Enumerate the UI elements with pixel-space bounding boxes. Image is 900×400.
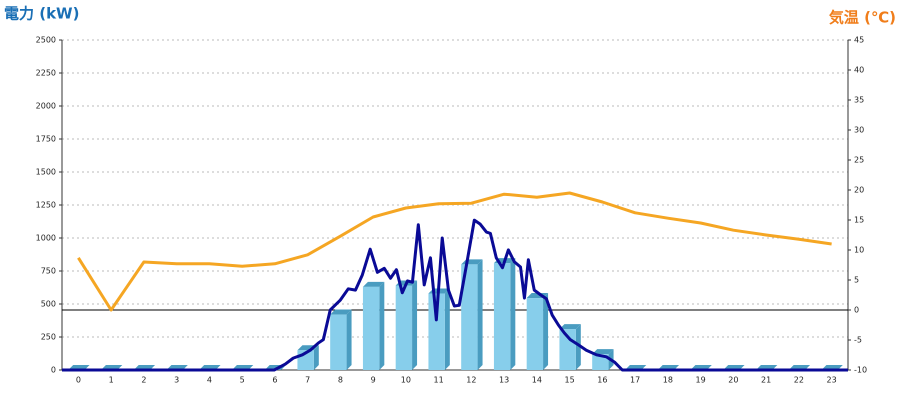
x-tick-label: 13 — [499, 376, 509, 385]
bar-side — [575, 324, 581, 370]
y2-tick-label: 45 — [854, 36, 864, 45]
x-tick-label: 22 — [794, 376, 804, 385]
x-tick-label: 23 — [827, 376, 837, 385]
bar-side — [379, 281, 385, 370]
x-tick-label: 1 — [109, 376, 114, 385]
x-tick-label: 7 — [305, 376, 310, 385]
x-tick-label: 17 — [630, 376, 640, 385]
y-tick-label: 750 — [41, 267, 56, 276]
y2-tick-label: -10 — [854, 366, 867, 375]
y-tick-label: 1250 — [36, 201, 56, 210]
bar — [362, 286, 380, 370]
y2-tick-label: 5 — [854, 276, 859, 285]
y-tick-label: 2250 — [36, 69, 56, 78]
bar-top — [330, 309, 352, 315]
y-tick-label: 0 — [51, 366, 56, 375]
x-tick-label: 6 — [272, 376, 277, 385]
y-tick-label: 1750 — [36, 135, 56, 144]
bar — [461, 264, 478, 370]
bar — [395, 285, 413, 370]
x-tick-label: 18 — [663, 376, 673, 385]
x-tick-label: 20 — [728, 376, 738, 385]
y2-tick-label: 30 — [854, 126, 864, 135]
y2-tick-label: 25 — [854, 156, 864, 165]
y2-tick-label: 0 — [854, 306, 859, 315]
y2-tick-label: 10 — [854, 246, 864, 255]
x-tick-label: 21 — [761, 376, 771, 385]
x-tick-label: 19 — [696, 376, 706, 385]
y-tick-label: 2500 — [36, 36, 56, 45]
x-tick-label: 3 — [174, 376, 179, 385]
y2-tick-label: 20 — [854, 186, 864, 195]
bar-side — [477, 259, 483, 370]
bar-top — [559, 324, 581, 330]
y2-tick-label: -5 — [854, 336, 862, 345]
line — [62, 218, 848, 372]
bar-side — [444, 288, 450, 370]
bar-side — [412, 280, 418, 370]
bar-side — [346, 309, 352, 370]
y-tick-label: 1500 — [36, 168, 56, 177]
y-axis-title: 電力 (kW) — [4, 5, 79, 23]
bar — [526, 298, 544, 370]
x-tick-label: 16 — [597, 376, 607, 385]
line — [77, 191, 832, 312]
bar-top — [362, 281, 385, 287]
y-tick-label: 250 — [41, 333, 56, 342]
bar — [428, 293, 445, 370]
x-tick-label: 2 — [141, 376, 146, 385]
y2-tick-label: 15 — [854, 216, 864, 225]
x-tick-label: 15 — [565, 376, 575, 385]
bar-top — [592, 349, 614, 355]
x-tick-label: 8 — [338, 376, 343, 385]
x-tick-label: 4 — [207, 376, 212, 385]
x-tick-label: 5 — [240, 376, 245, 385]
x-tick-label: 0 — [76, 376, 81, 385]
y-tick-label: 2000 — [36, 102, 56, 111]
y-tick-label: 500 — [41, 300, 56, 309]
y2-tick-label: 35 — [854, 96, 864, 105]
x-tick-label: 14 — [532, 376, 542, 385]
y2-tick-label: 40 — [854, 66, 864, 75]
bar — [592, 354, 609, 370]
y-tick-label: 1000 — [36, 234, 56, 243]
x-tick-label: 12 — [466, 376, 476, 385]
bar — [330, 314, 347, 370]
x-tick-label: 10 — [401, 376, 411, 385]
bar-side — [543, 293, 549, 370]
x-tick-label: 9 — [371, 376, 376, 385]
y2-axis-title: 気温 (℃) — [829, 9, 896, 27]
x-tick-label: 11 — [434, 376, 444, 385]
bar — [493, 263, 511, 370]
bar-side — [313, 345, 319, 370]
bar-side — [510, 258, 516, 370]
